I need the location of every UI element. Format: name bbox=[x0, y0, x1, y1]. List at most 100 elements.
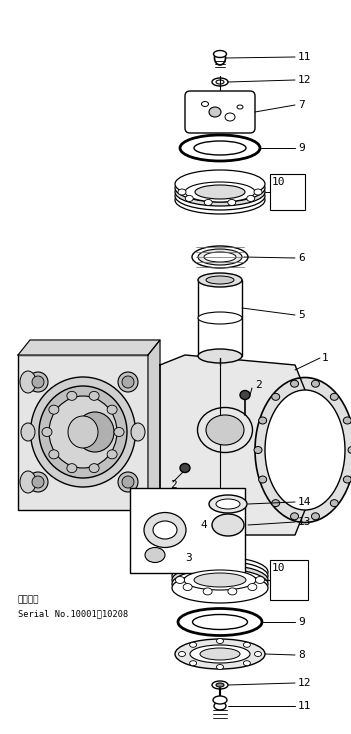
Ellipse shape bbox=[122, 476, 134, 488]
Ellipse shape bbox=[89, 464, 99, 473]
Ellipse shape bbox=[175, 186, 265, 214]
Ellipse shape bbox=[172, 557, 268, 587]
Ellipse shape bbox=[198, 273, 242, 287]
Text: 12: 12 bbox=[298, 75, 311, 85]
Polygon shape bbox=[148, 340, 160, 510]
Ellipse shape bbox=[190, 645, 250, 663]
Ellipse shape bbox=[49, 396, 117, 468]
Bar bbox=[270, 174, 305, 210]
Ellipse shape bbox=[107, 405, 117, 414]
Ellipse shape bbox=[67, 464, 77, 473]
Ellipse shape bbox=[265, 390, 345, 510]
Ellipse shape bbox=[204, 200, 212, 206]
Ellipse shape bbox=[213, 696, 227, 704]
Ellipse shape bbox=[175, 182, 265, 210]
Ellipse shape bbox=[32, 476, 44, 488]
Ellipse shape bbox=[259, 476, 267, 483]
Text: 10: 10 bbox=[272, 177, 285, 187]
Ellipse shape bbox=[194, 141, 246, 155]
Ellipse shape bbox=[330, 500, 338, 506]
Ellipse shape bbox=[184, 570, 256, 590]
Text: 11: 11 bbox=[298, 701, 311, 711]
Ellipse shape bbox=[175, 174, 265, 202]
Ellipse shape bbox=[254, 652, 261, 656]
Ellipse shape bbox=[259, 417, 267, 424]
Ellipse shape bbox=[243, 661, 250, 666]
Text: 4: 4 bbox=[200, 520, 207, 530]
Ellipse shape bbox=[198, 349, 242, 363]
Ellipse shape bbox=[240, 390, 250, 399]
Ellipse shape bbox=[254, 189, 262, 195]
Ellipse shape bbox=[256, 576, 265, 584]
Ellipse shape bbox=[39, 386, 127, 478]
Ellipse shape bbox=[209, 107, 221, 117]
Text: 11: 11 bbox=[298, 52, 311, 62]
Ellipse shape bbox=[179, 652, 185, 656]
Ellipse shape bbox=[122, 376, 134, 388]
Ellipse shape bbox=[190, 661, 197, 666]
Ellipse shape bbox=[311, 380, 319, 388]
Ellipse shape bbox=[291, 380, 299, 388]
Ellipse shape bbox=[107, 450, 117, 459]
Ellipse shape bbox=[212, 681, 228, 689]
Ellipse shape bbox=[118, 472, 138, 492]
Ellipse shape bbox=[247, 195, 255, 201]
Ellipse shape bbox=[178, 189, 186, 195]
Text: 1: 1 bbox=[322, 353, 329, 363]
Text: 2: 2 bbox=[170, 480, 177, 490]
Ellipse shape bbox=[330, 393, 338, 400]
Ellipse shape bbox=[89, 391, 99, 400]
Ellipse shape bbox=[131, 423, 145, 441]
Ellipse shape bbox=[28, 372, 48, 392]
Ellipse shape bbox=[192, 246, 248, 268]
Ellipse shape bbox=[114, 427, 124, 437]
Ellipse shape bbox=[31, 377, 135, 487]
Ellipse shape bbox=[212, 514, 244, 536]
Ellipse shape bbox=[20, 471, 36, 493]
Text: 適用号第: 適用号第 bbox=[18, 595, 40, 605]
Text: 8: 8 bbox=[298, 650, 305, 660]
Bar bbox=[18, 355, 148, 510]
Ellipse shape bbox=[192, 614, 247, 630]
Ellipse shape bbox=[183, 584, 192, 591]
Bar bbox=[270, 560, 308, 600]
Ellipse shape bbox=[180, 135, 260, 161]
Ellipse shape bbox=[255, 377, 351, 523]
Ellipse shape bbox=[76, 412, 114, 452]
Text: 7: 7 bbox=[298, 100, 305, 110]
Ellipse shape bbox=[216, 80, 224, 84]
Ellipse shape bbox=[343, 476, 351, 483]
Ellipse shape bbox=[68, 416, 98, 448]
Ellipse shape bbox=[198, 407, 252, 452]
Ellipse shape bbox=[217, 639, 224, 644]
Ellipse shape bbox=[195, 185, 245, 199]
Ellipse shape bbox=[172, 569, 268, 599]
Ellipse shape bbox=[20, 371, 36, 393]
Ellipse shape bbox=[178, 608, 262, 636]
Ellipse shape bbox=[200, 648, 240, 660]
Ellipse shape bbox=[228, 588, 237, 595]
Text: 12: 12 bbox=[298, 678, 311, 688]
Ellipse shape bbox=[145, 548, 165, 562]
Ellipse shape bbox=[32, 376, 44, 388]
Text: 2: 2 bbox=[255, 380, 262, 390]
Ellipse shape bbox=[243, 642, 250, 647]
Ellipse shape bbox=[175, 639, 265, 669]
Ellipse shape bbox=[172, 565, 268, 595]
Bar bbox=[198, 280, 242, 356]
Ellipse shape bbox=[214, 51, 225, 65]
Ellipse shape bbox=[343, 417, 351, 424]
Ellipse shape bbox=[153, 521, 177, 539]
Ellipse shape bbox=[206, 276, 234, 284]
Ellipse shape bbox=[185, 182, 255, 202]
Polygon shape bbox=[160, 355, 310, 535]
Text: 5: 5 bbox=[298, 310, 305, 320]
Ellipse shape bbox=[225, 113, 235, 121]
Ellipse shape bbox=[311, 513, 319, 520]
Ellipse shape bbox=[49, 450, 59, 459]
Ellipse shape bbox=[206, 415, 244, 445]
Ellipse shape bbox=[216, 683, 224, 687]
Text: 6: 6 bbox=[298, 253, 305, 263]
Ellipse shape bbox=[216, 499, 240, 509]
Text: 10: 10 bbox=[272, 563, 285, 573]
